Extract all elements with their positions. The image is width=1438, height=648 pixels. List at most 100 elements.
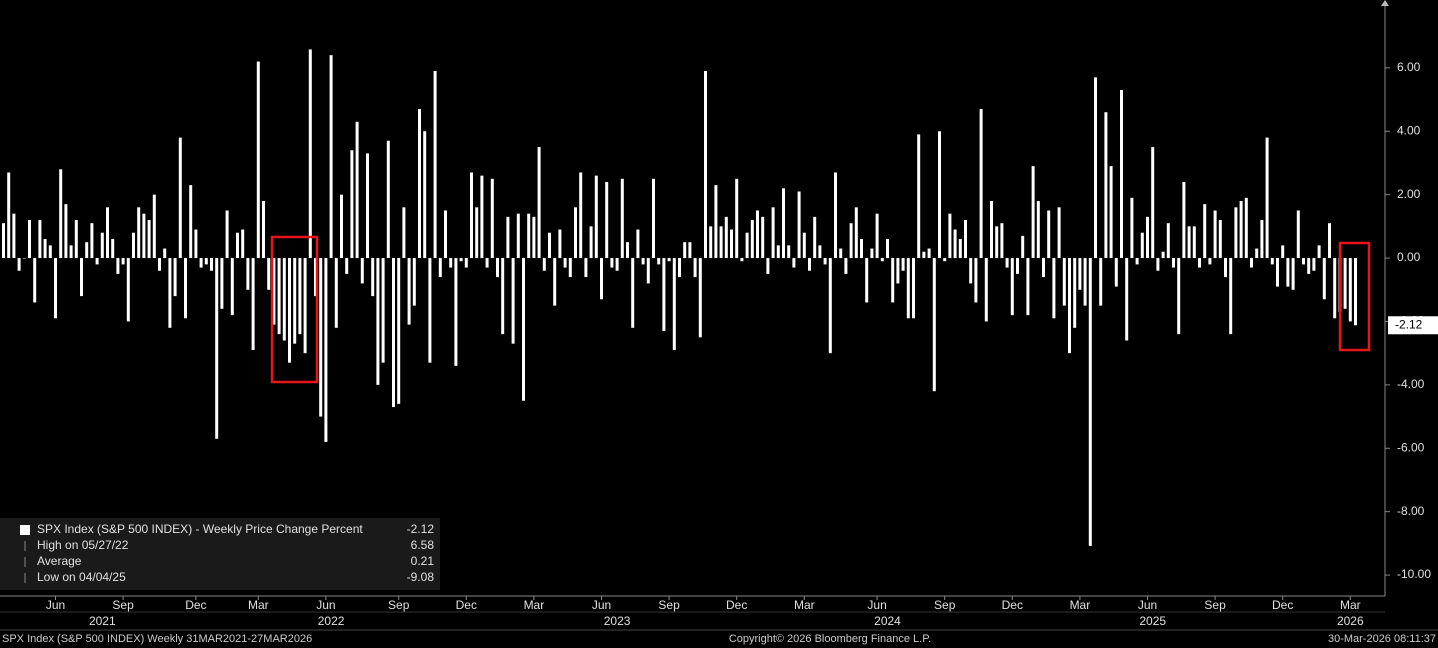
bar — [1005, 258, 1009, 268]
bar — [501, 258, 505, 335]
bar — [782, 188, 785, 259]
bar — [631, 258, 635, 328]
bar — [797, 191, 801, 259]
bar — [553, 258, 557, 306]
bar — [1218, 220, 1222, 259]
bar — [470, 172, 473, 259]
bar — [516, 213, 520, 259]
bar — [59, 169, 63, 259]
bar — [860, 239, 863, 259]
bar — [194, 229, 198, 259]
bar — [574, 207, 577, 259]
bar — [1291, 258, 1295, 290]
bar — [615, 258, 619, 271]
bar — [579, 172, 583, 259]
bar — [475, 207, 479, 259]
bar — [995, 226, 999, 259]
bar — [1062, 258, 1066, 306]
bar — [938, 131, 941, 259]
bar — [1260, 220, 1264, 259]
bar — [964, 220, 967, 259]
bar — [1224, 258, 1227, 278]
bar — [95, 258, 99, 265]
bar — [178, 137, 182, 259]
bar — [1234, 207, 1238, 259]
bar — [371, 258, 375, 297]
bar — [132, 232, 135, 259]
bar — [22, 258, 26, 259]
bar — [740, 258, 744, 262]
bar — [324, 258, 328, 442]
axis-arrow — [1381, 0, 1389, 6]
bar — [345, 258, 349, 274]
bar — [308, 49, 312, 259]
bar — [12, 213, 16, 259]
bar — [152, 194, 156, 259]
y-tick-label: 0.00 — [1397, 250, 1421, 264]
bar — [80, 258, 83, 297]
bar — [1255, 248, 1259, 259]
bar — [329, 55, 333, 259]
bar — [771, 207, 775, 259]
bar — [1229, 258, 1233, 335]
x-tick-label: Mar — [1340, 598, 1361, 612]
bar — [1109, 166, 1113, 259]
bar — [1281, 245, 1285, 259]
bar — [418, 109, 421, 259]
bar — [620, 178, 624, 259]
bar — [402, 207, 406, 259]
y-tick-label: -10.00 — [1397, 567, 1431, 581]
x-tick-label: Jun — [46, 598, 65, 612]
bar — [1146, 216, 1149, 259]
bar — [147, 220, 151, 259]
x-tick-label: Sep — [658, 598, 680, 612]
bar — [917, 134, 921, 259]
bar — [158, 258, 161, 271]
bar — [1068, 258, 1071, 354]
year-label: 2025 — [1139, 614, 1166, 628]
bar — [225, 210, 229, 259]
bar — [100, 232, 104, 259]
x-tick-label: Mar — [1070, 598, 1091, 612]
bar — [880, 258, 884, 262]
bar — [678, 258, 681, 278]
bar — [854, 207, 858, 259]
bar — [912, 258, 915, 319]
bar — [204, 258, 208, 265]
legend-value: 6.58 — [411, 538, 435, 552]
footer-copyright: Copyright© 2026 Bloomberg Finance L.P. — [729, 633, 931, 645]
bar — [1317, 245, 1321, 259]
bar — [532, 216, 536, 259]
bar — [927, 248, 931, 259]
bar — [563, 258, 567, 268]
bar — [589, 226, 593, 259]
x-tick-label: Jun — [316, 598, 335, 612]
bar — [1203, 204, 1207, 259]
bar — [189, 185, 193, 259]
bar — [584, 258, 588, 278]
y-tick-label: 6.00 — [1397, 60, 1421, 74]
legend-value: -2.12 — [407, 522, 435, 536]
bar — [256, 61, 260, 259]
bar — [397, 258, 401, 404]
bar — [137, 207, 141, 259]
bar — [90, 223, 94, 259]
bar — [173, 258, 177, 297]
y-tick-label: -4.00 — [1397, 377, 1425, 391]
bar — [1328, 223, 1331, 259]
legend-label: Low on 04/04/25 — [37, 570, 126, 584]
bar — [849, 223, 853, 259]
bar — [558, 229, 562, 259]
bar — [485, 258, 489, 268]
bar — [64, 204, 68, 259]
bar — [360, 258, 364, 284]
footer-timestamp: 30-Mar-2026 08:11:37 — [1328, 633, 1436, 645]
bar — [319, 258, 323, 417]
bar — [241, 229, 245, 259]
bar — [943, 258, 947, 262]
bar — [1270, 258, 1274, 265]
bar — [314, 258, 317, 297]
footer-source: SPX Index (S&P 500 INDEX) Weekly 31MAR20… — [2, 633, 312, 645]
x-tick-label: Sep — [1204, 598, 1226, 612]
bar — [74, 220, 78, 259]
